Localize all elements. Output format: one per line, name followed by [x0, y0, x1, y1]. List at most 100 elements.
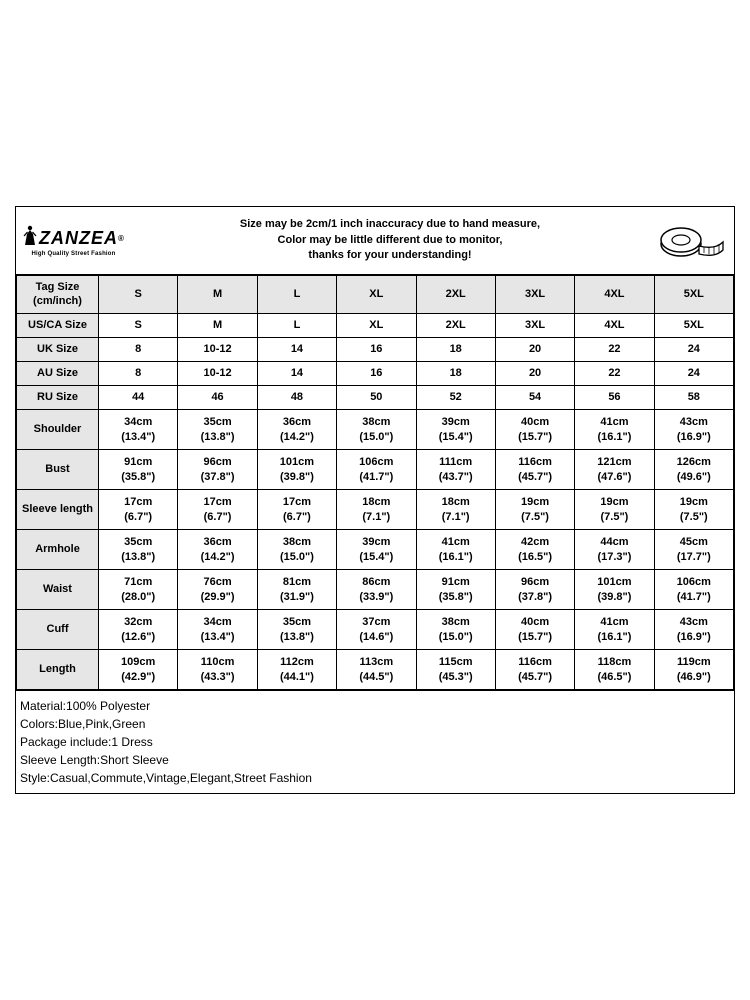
size-cell: XL [337, 314, 416, 338]
measure-cell: 96cm(37.8") [495, 570, 574, 610]
table-row: Length109cm(42.9")110cm(43.3")112cm(44.1… [17, 650, 734, 690]
note-line: Size may be 2cm/1 inch inaccuracy due to… [135, 217, 645, 232]
measure-cell: 37cm(14.6") [337, 610, 416, 650]
brand-name: ZANZEA [39, 228, 118, 249]
table-row: Waist71cm(28.0")76cm(29.9")81cm(31.9")86… [17, 570, 734, 610]
measure-cell: 17cm(6.7") [99, 490, 178, 530]
brand-logo: ZANZEA® High Quality Street Fashion [16, 221, 131, 261]
measure-cell: 43cm(16.9") [654, 610, 733, 650]
size-cell: S [99, 314, 178, 338]
measure-cell: 81cm(31.9") [257, 570, 336, 610]
size-cell: 10-12 [178, 338, 257, 362]
measure-cell: 115cm(45.3") [416, 650, 495, 690]
size-cell: 3XL [495, 314, 574, 338]
measure-cell: 109cm(42.9") [99, 650, 178, 690]
measure-cell: 121cm(47.6") [575, 450, 654, 490]
row-label: Length [17, 650, 99, 690]
note-line: thanks for your understanding! [135, 248, 645, 263]
size-cell: 54 [495, 386, 574, 410]
row-label: Armhole [17, 530, 99, 570]
size-col-header: S [99, 276, 178, 314]
row-label: Shoulder [17, 410, 99, 450]
size-cell: 10-12 [178, 362, 257, 386]
size-cell: 14 [257, 338, 336, 362]
tag-size-header: Tag Size (cm/inch) [17, 276, 99, 314]
measure-cell: 43cm(16.9") [654, 410, 733, 450]
size-cell: 50 [337, 386, 416, 410]
dress-figure-icon [22, 225, 38, 252]
measure-cell: 96cm(37.8") [178, 450, 257, 490]
size-cell: 52 [416, 386, 495, 410]
measure-cell: 111cm(43.7") [416, 450, 495, 490]
registered-mark: ® [118, 234, 125, 243]
table-row: Armhole35cm(13.8")36cm(14.2")38cm(15.0")… [17, 530, 734, 570]
measure-cell: 17cm(6.7") [257, 490, 336, 530]
size-cell: 46 [178, 386, 257, 410]
detail-line: Style:Casual,Commute,Vintage,Elegant,Str… [20, 769, 730, 787]
size-cell: 16 [337, 338, 416, 362]
table-row: Cuff32cm(12.6")34cm(13.4")35cm(13.8")37c… [17, 610, 734, 650]
measure-cell: 34cm(13.4") [178, 610, 257, 650]
size-cell: 44 [99, 386, 178, 410]
brand-tagline: High Quality Street Fashion [31, 251, 115, 257]
detail-line: Colors:Blue,Pink,Green [20, 715, 730, 733]
measure-cell: 41cm(16.1") [575, 410, 654, 450]
size-cell: 48 [257, 386, 336, 410]
size-col-header: 2XL [416, 276, 495, 314]
table-row: Sleeve length17cm(6.7")17cm(6.7")17cm(6.… [17, 490, 734, 530]
size-cell: 5XL [654, 314, 733, 338]
size-cell: 24 [654, 338, 733, 362]
size-cell: 24 [654, 362, 733, 386]
measure-cell: 112cm(44.1") [257, 650, 336, 690]
measure-cell: 101cm(39.8") [257, 450, 336, 490]
detail-line: Sleeve Length:Short Sleeve [20, 751, 730, 769]
size-col-header: 3XL [495, 276, 574, 314]
detail-line: Material:100% Polyester [20, 697, 730, 715]
size-col-header: L [257, 276, 336, 314]
measuring-tape-icon [649, 220, 734, 262]
size-cell: 18 [416, 338, 495, 362]
size-col-header: 4XL [575, 276, 654, 314]
measure-cell: 32cm(12.6") [99, 610, 178, 650]
table-row: US/CA SizeSMLXL2XL3XL4XL5XL [17, 314, 734, 338]
row-label: AU Size [17, 362, 99, 386]
measurement-note: Size may be 2cm/1 inch inaccuracy due to… [131, 213, 649, 267]
measure-cell: 41cm(16.1") [416, 530, 495, 570]
size-cell: 18 [416, 362, 495, 386]
measure-cell: 76cm(29.9") [178, 570, 257, 610]
measure-cell: 38cm(15.0") [416, 610, 495, 650]
row-label: US/CA Size [17, 314, 99, 338]
size-cell: 22 [575, 338, 654, 362]
measure-cell: 41cm(16.1") [575, 610, 654, 650]
measure-cell: 18cm(7.1") [337, 490, 416, 530]
table-row: UK Size810-12141618202224 [17, 338, 734, 362]
size-cell: 22 [575, 362, 654, 386]
measure-cell: 71cm(28.0") [99, 570, 178, 610]
size-cell: 56 [575, 386, 654, 410]
measure-cell: 35cm(13.8") [99, 530, 178, 570]
measure-cell: 106cm(41.7") [654, 570, 733, 610]
size-col-header: XL [337, 276, 416, 314]
measure-cell: 39cm(15.4") [337, 530, 416, 570]
measure-cell: 126cm(49.6") [654, 450, 733, 490]
header-row: ZANZEA® High Quality Street Fashion Size… [16, 207, 734, 275]
header-row-sizes: Tag Size (cm/inch) S M L XL 2XL 3XL 4XL … [17, 276, 734, 314]
measure-cell: 34cm(13.4") [99, 410, 178, 450]
size-cell: 2XL [416, 314, 495, 338]
measure-cell: 91cm(35.8") [99, 450, 178, 490]
size-cell: M [178, 314, 257, 338]
measure-cell: 101cm(39.8") [575, 570, 654, 610]
measure-cell: 18cm(7.1") [416, 490, 495, 530]
measure-cell: 35cm(13.8") [257, 610, 336, 650]
measure-cell: 45cm(17.7") [654, 530, 733, 570]
table-row: Bust91cm(35.8")96cm(37.8")101cm(39.8")10… [17, 450, 734, 490]
measure-cell: 35cm(13.8") [178, 410, 257, 450]
measure-cell: 86cm(33.9") [337, 570, 416, 610]
row-label: UK Size [17, 338, 99, 362]
measure-cell: 19cm(7.5") [495, 490, 574, 530]
table-row: Shoulder34cm(13.4")35cm(13.8")36cm(14.2"… [17, 410, 734, 450]
row-label: RU Size [17, 386, 99, 410]
measure-cell: 113cm(44.5") [337, 650, 416, 690]
size-col-header: M [178, 276, 257, 314]
size-col-header: 5XL [654, 276, 733, 314]
